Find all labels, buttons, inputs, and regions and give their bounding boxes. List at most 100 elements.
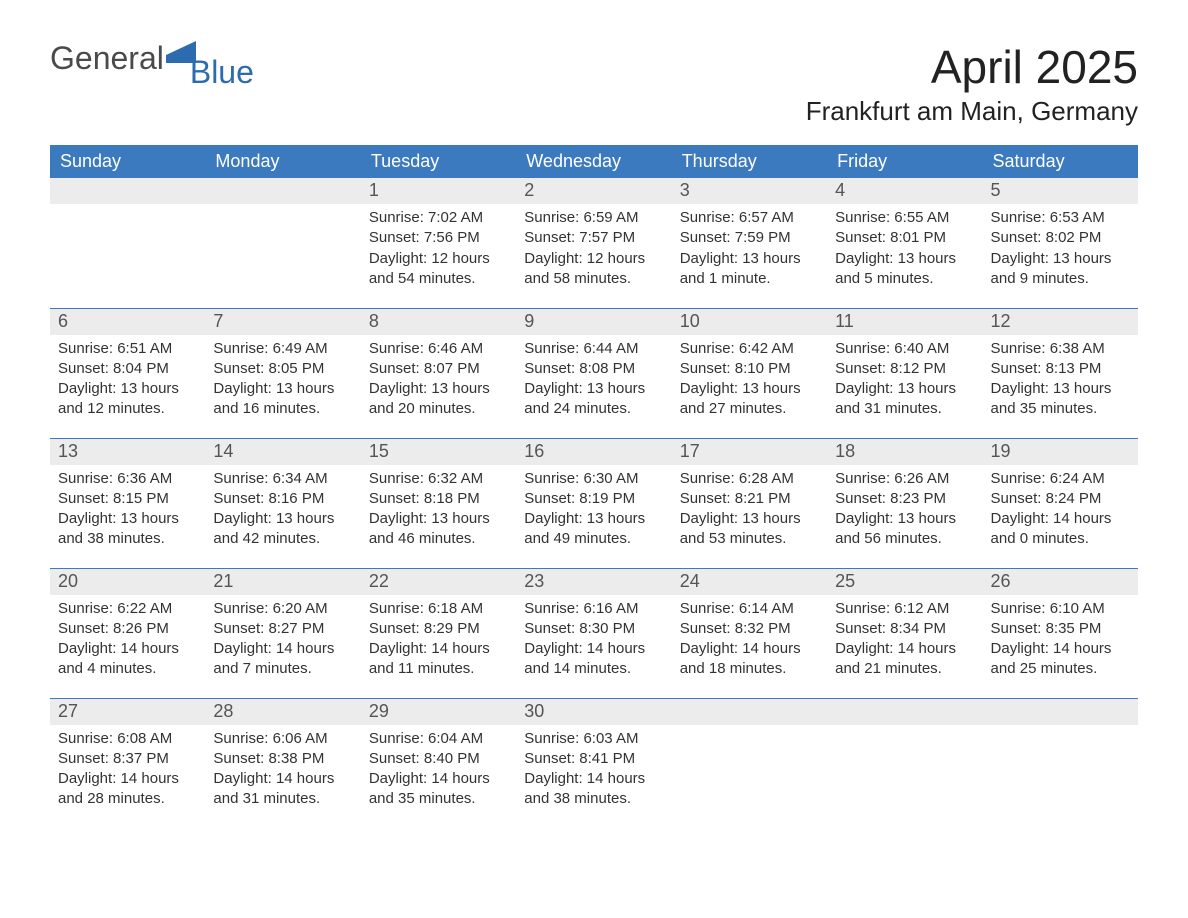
day-details: Sunrise: 6:12 AMSunset: 8:34 PMDaylight:… bbox=[827, 595, 982, 686]
day-details: Sunrise: 6:55 AMSunset: 8:01 PMDaylight:… bbox=[827, 204, 982, 295]
day-number: 19 bbox=[983, 439, 1138, 465]
day-details: Sunrise: 6:36 AMSunset: 8:15 PMDaylight:… bbox=[50, 465, 205, 556]
day-cell: 7Sunrise: 6:49 AMSunset: 8:05 PMDaylight… bbox=[205, 308, 360, 438]
day-number: 15 bbox=[361, 439, 516, 465]
day-cell: 18Sunrise: 6:26 AMSunset: 8:23 PMDayligh… bbox=[827, 438, 982, 568]
day-cell bbox=[205, 178, 360, 308]
week-row: 6Sunrise: 6:51 AMSunset: 8:04 PMDaylight… bbox=[50, 308, 1138, 438]
day-number bbox=[672, 699, 827, 725]
week-row: 13Sunrise: 6:36 AMSunset: 8:15 PMDayligh… bbox=[50, 438, 1138, 568]
day-details: Sunrise: 6:30 AMSunset: 8:19 PMDaylight:… bbox=[516, 465, 671, 556]
day-header-row: Sunday Monday Tuesday Wednesday Thursday… bbox=[50, 145, 1138, 178]
day-cell: 26Sunrise: 6:10 AMSunset: 8:35 PMDayligh… bbox=[983, 568, 1138, 698]
day-cell: 30Sunrise: 6:03 AMSunset: 8:41 PMDayligh… bbox=[516, 698, 671, 828]
day-details: Sunrise: 6:03 AMSunset: 8:41 PMDaylight:… bbox=[516, 725, 671, 816]
day-number: 9 bbox=[516, 309, 671, 335]
day-cell: 5Sunrise: 6:53 AMSunset: 8:02 PMDaylight… bbox=[983, 178, 1138, 308]
day-details: Sunrise: 6:42 AMSunset: 8:10 PMDaylight:… bbox=[672, 335, 827, 426]
day-cell: 22Sunrise: 6:18 AMSunset: 8:29 PMDayligh… bbox=[361, 568, 516, 698]
day-details: Sunrise: 6:18 AMSunset: 8:29 PMDaylight:… bbox=[361, 595, 516, 686]
day-number: 8 bbox=[361, 309, 516, 335]
day-details: Sunrise: 6:40 AMSunset: 8:12 PMDaylight:… bbox=[827, 335, 982, 426]
day-details: Sunrise: 6:20 AMSunset: 8:27 PMDaylight:… bbox=[205, 595, 360, 686]
day-number: 30 bbox=[516, 699, 671, 725]
day-number: 13 bbox=[50, 439, 205, 465]
day-details: Sunrise: 6:16 AMSunset: 8:30 PMDaylight:… bbox=[516, 595, 671, 686]
day-number: 20 bbox=[50, 569, 205, 595]
day-details: Sunrise: 6:08 AMSunset: 8:37 PMDaylight:… bbox=[50, 725, 205, 816]
day-number: 25 bbox=[827, 569, 982, 595]
day-cell bbox=[983, 698, 1138, 828]
day-cell: 6Sunrise: 6:51 AMSunset: 8:04 PMDaylight… bbox=[50, 308, 205, 438]
day-number: 5 bbox=[983, 178, 1138, 204]
dayhead-thu: Thursday bbox=[672, 145, 827, 178]
day-cell bbox=[827, 698, 982, 828]
day-number bbox=[827, 699, 982, 725]
dayhead-sun: Sunday bbox=[50, 145, 205, 178]
day-number: 14 bbox=[205, 439, 360, 465]
day-cell: 8Sunrise: 6:46 AMSunset: 8:07 PMDaylight… bbox=[361, 308, 516, 438]
day-number: 29 bbox=[361, 699, 516, 725]
day-cell: 21Sunrise: 6:20 AMSunset: 8:27 PMDayligh… bbox=[205, 568, 360, 698]
day-number: 22 bbox=[361, 569, 516, 595]
day-details: Sunrise: 6:38 AMSunset: 8:13 PMDaylight:… bbox=[983, 335, 1138, 426]
day-cell: 23Sunrise: 6:16 AMSunset: 8:30 PMDayligh… bbox=[516, 568, 671, 698]
day-number bbox=[50, 178, 205, 204]
day-cell: 10Sunrise: 6:42 AMSunset: 8:10 PMDayligh… bbox=[672, 308, 827, 438]
day-cell: 15Sunrise: 6:32 AMSunset: 8:18 PMDayligh… bbox=[361, 438, 516, 568]
day-details: Sunrise: 6:59 AMSunset: 7:57 PMDaylight:… bbox=[516, 204, 671, 295]
week-row: 20Sunrise: 6:22 AMSunset: 8:26 PMDayligh… bbox=[50, 568, 1138, 698]
day-number: 16 bbox=[516, 439, 671, 465]
day-number: 12 bbox=[983, 309, 1138, 335]
calendar-table: Sunday Monday Tuesday Wednesday Thursday… bbox=[50, 145, 1138, 828]
day-details: Sunrise: 6:06 AMSunset: 8:38 PMDaylight:… bbox=[205, 725, 360, 816]
day-details: Sunrise: 6:28 AMSunset: 8:21 PMDaylight:… bbox=[672, 465, 827, 556]
day-number: 10 bbox=[672, 309, 827, 335]
day-details: Sunrise: 6:04 AMSunset: 8:40 PMDaylight:… bbox=[361, 725, 516, 816]
day-number: 11 bbox=[827, 309, 982, 335]
day-details: Sunrise: 6:32 AMSunset: 8:18 PMDaylight:… bbox=[361, 465, 516, 556]
day-details: Sunrise: 6:34 AMSunset: 8:16 PMDaylight:… bbox=[205, 465, 360, 556]
day-number: 4 bbox=[827, 178, 982, 204]
logo-text-blue: Blue bbox=[190, 54, 254, 91]
dayhead-fri: Friday bbox=[827, 145, 982, 178]
dayhead-wed: Wednesday bbox=[516, 145, 671, 178]
day-number: 27 bbox=[50, 699, 205, 725]
day-cell: 16Sunrise: 6:30 AMSunset: 8:19 PMDayligh… bbox=[516, 438, 671, 568]
day-number: 28 bbox=[205, 699, 360, 725]
day-cell bbox=[50, 178, 205, 308]
day-number: 17 bbox=[672, 439, 827, 465]
day-details: Sunrise: 7:02 AMSunset: 7:56 PMDaylight:… bbox=[361, 204, 516, 295]
day-number bbox=[205, 178, 360, 204]
day-details: Sunrise: 6:44 AMSunset: 8:08 PMDaylight:… bbox=[516, 335, 671, 426]
location-subtitle: Frankfurt am Main, Germany bbox=[806, 96, 1138, 127]
dayhead-tue: Tuesday bbox=[361, 145, 516, 178]
day-cell: 12Sunrise: 6:38 AMSunset: 8:13 PMDayligh… bbox=[983, 308, 1138, 438]
day-details: Sunrise: 6:22 AMSunset: 8:26 PMDaylight:… bbox=[50, 595, 205, 686]
day-cell: 9Sunrise: 6:44 AMSunset: 8:08 PMDaylight… bbox=[516, 308, 671, 438]
day-cell: 25Sunrise: 6:12 AMSunset: 8:34 PMDayligh… bbox=[827, 568, 982, 698]
day-details: Sunrise: 6:53 AMSunset: 8:02 PMDaylight:… bbox=[983, 204, 1138, 295]
day-details: Sunrise: 6:26 AMSunset: 8:23 PMDaylight:… bbox=[827, 465, 982, 556]
week-row: 1Sunrise: 7:02 AMSunset: 7:56 PMDaylight… bbox=[50, 178, 1138, 308]
month-title: April 2025 bbox=[806, 40, 1138, 94]
dayhead-mon: Monday bbox=[205, 145, 360, 178]
day-cell: 11Sunrise: 6:40 AMSunset: 8:12 PMDayligh… bbox=[827, 308, 982, 438]
day-cell bbox=[672, 698, 827, 828]
day-cell: 14Sunrise: 6:34 AMSunset: 8:16 PMDayligh… bbox=[205, 438, 360, 568]
day-number: 6 bbox=[50, 309, 205, 335]
day-number: 1 bbox=[361, 178, 516, 204]
day-number: 23 bbox=[516, 569, 671, 595]
day-number: 26 bbox=[983, 569, 1138, 595]
day-cell: 24Sunrise: 6:14 AMSunset: 8:32 PMDayligh… bbox=[672, 568, 827, 698]
day-cell: 27Sunrise: 6:08 AMSunset: 8:37 PMDayligh… bbox=[50, 698, 205, 828]
week-row: 27Sunrise: 6:08 AMSunset: 8:37 PMDayligh… bbox=[50, 698, 1138, 828]
day-cell: 20Sunrise: 6:22 AMSunset: 8:26 PMDayligh… bbox=[50, 568, 205, 698]
day-number: 21 bbox=[205, 569, 360, 595]
logo-text-general: General bbox=[50, 40, 164, 77]
day-details: Sunrise: 6:10 AMSunset: 8:35 PMDaylight:… bbox=[983, 595, 1138, 686]
dayhead-sat: Saturday bbox=[983, 145, 1138, 178]
day-details: Sunrise: 6:14 AMSunset: 8:32 PMDaylight:… bbox=[672, 595, 827, 686]
day-number: 24 bbox=[672, 569, 827, 595]
day-details: Sunrise: 6:51 AMSunset: 8:04 PMDaylight:… bbox=[50, 335, 205, 426]
